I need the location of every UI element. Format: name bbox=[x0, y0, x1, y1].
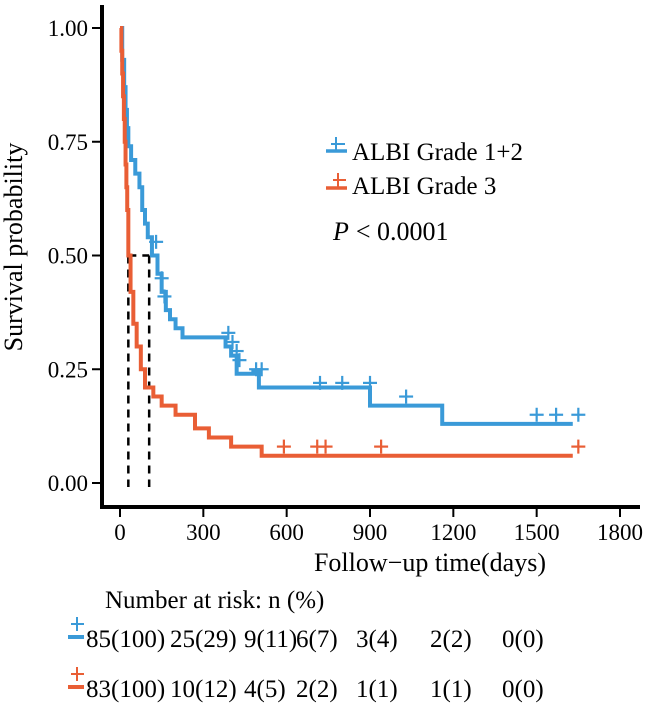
x-tick-label: 900 bbox=[353, 520, 388, 545]
risk-cell: 4(5) bbox=[244, 676, 286, 703]
censor-mark-albi-grade-3 bbox=[571, 439, 586, 454]
censor-mark-albi-grade-3 bbox=[318, 439, 333, 454]
censor-mark-albi-grade-1-2 bbox=[363, 375, 377, 390]
risk-cell: 9(11) bbox=[244, 626, 297, 653]
censor-mark-albi-grade-1-2 bbox=[254, 362, 269, 377]
p-label: P bbox=[332, 217, 349, 246]
censor-mark-albi-grade-3 bbox=[374, 439, 389, 454]
censor-mark-albi-grade-1-2 bbox=[529, 407, 544, 422]
y-tick-label: 0.00 bbox=[48, 471, 88, 496]
x-tick-label: 0 bbox=[114, 520, 126, 545]
risk-cell: 0(0) bbox=[502, 676, 544, 703]
x-tick-label: 600 bbox=[269, 520, 304, 545]
censor-mark-albi-grade-1-2 bbox=[571, 407, 586, 422]
y-axis-title: Survival probability bbox=[0, 143, 28, 352]
risk-cell: 1(1) bbox=[356, 676, 398, 703]
risk-cell: 83(100) bbox=[86, 676, 165, 703]
y-tick-label: 0.75 bbox=[48, 130, 88, 155]
censor-mark-albi-grade-1-2 bbox=[313, 375, 327, 390]
y-tick-label: 0.50 bbox=[48, 244, 88, 269]
y-tick-label: 1.00 bbox=[48, 16, 88, 41]
y-tick-label: 0.25 bbox=[48, 357, 88, 382]
censor-mark-albi-grade-3 bbox=[276, 439, 291, 454]
censor-mark-albi-grade-1-2 bbox=[549, 407, 564, 422]
risk-cell: 1(1) bbox=[430, 676, 472, 703]
risk-cell: 2(2) bbox=[430, 626, 472, 653]
p-value-annotation: P < 0.0001 bbox=[332, 217, 449, 246]
risk-cell: 3(4) bbox=[356, 626, 398, 653]
censor-mark-albi-grade-1-2 bbox=[157, 289, 172, 304]
censor-mark-albi-grade-1-2 bbox=[225, 334, 240, 349]
x-axis-title: Follow−up time(days) bbox=[314, 548, 546, 577]
x-tick-label: 300 bbox=[186, 520, 221, 545]
censor-mark-albi-grade-1-2 bbox=[149, 234, 164, 249]
censor-mark-albi-grade-1-2 bbox=[232, 353, 247, 368]
plot-area: 0.00 0.25 0.50 0.75 1.00 0 300 600 900 1200 1500 18… bbox=[48, 5, 643, 545]
legend: ALBI Grade 1+2 ALBI Grade 3 bbox=[326, 137, 523, 200]
legend-label-albi-grade-1-2: ALBI Grade 1+2 bbox=[352, 139, 523, 166]
risk-row-marker-albi-grade-1-2 bbox=[68, 617, 84, 639]
censor-mark-albi-grade-1-2 bbox=[221, 325, 236, 340]
curve-albi-grade-3 bbox=[119, 26, 573, 458]
x-tick-label: 1200 bbox=[430, 520, 476, 545]
legend-marker-albi-grade-3 bbox=[326, 173, 347, 190]
risk-cell: 85(100) bbox=[86, 626, 165, 653]
risk-cell: 0(0) bbox=[502, 626, 544, 653]
curve-albi-grade-1-2 bbox=[120, 26, 573, 426]
risk-cell: 2(2) bbox=[296, 676, 338, 703]
legend-label-albi-grade-3: ALBI Grade 3 bbox=[352, 173, 496, 200]
censor-mark-albi-grade-1-2 bbox=[229, 344, 244, 359]
legend-marker-albi-grade-1-2 bbox=[326, 137, 347, 153]
censor-mark-albi-grade-1-2 bbox=[399, 389, 414, 404]
risk-cell: 25(29) bbox=[170, 626, 237, 653]
risk-table-title: Number at risk: n (%) bbox=[105, 587, 324, 614]
risk-cell: 10(12) bbox=[170, 676, 237, 703]
x-tick-label: 1800 bbox=[597, 520, 643, 545]
x-tick-label: 1500 bbox=[514, 520, 560, 545]
risk-table: Number at risk: n (%) 85(100) 25(29) 9(11)… bbox=[68, 587, 544, 703]
risk-cell: 6(7) bbox=[296, 626, 338, 653]
censor-mark-albi-grade-1-2 bbox=[335, 375, 350, 390]
risk-row-marker-albi-grade-3 bbox=[68, 667, 84, 689]
censor-mark-albi-grade-1-2 bbox=[154, 271, 169, 286]
p-value: < 0.0001 bbox=[356, 217, 449, 246]
